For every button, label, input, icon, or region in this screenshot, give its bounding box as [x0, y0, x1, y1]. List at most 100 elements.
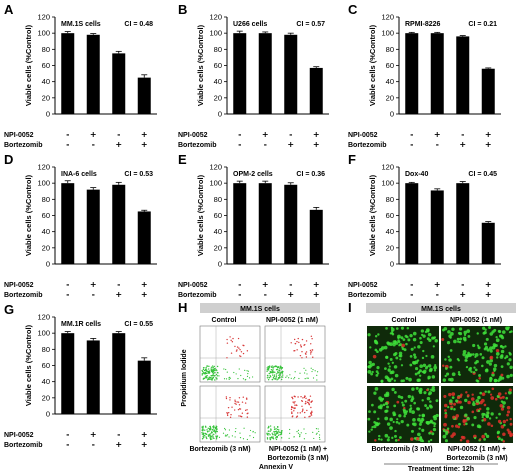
bar-panel-D: D INA-6 cells CI = 0.53 0 20 40 60 80 100 120 Viab… — [4, 152, 157, 299]
dead-cell — [444, 409, 447, 412]
event-dot — [207, 372, 209, 374]
event-dot — [305, 400, 307, 403]
live-cell — [459, 337, 463, 341]
event-dot — [234, 431, 237, 433]
bortezomib-sign: - — [238, 290, 241, 299]
event-dot — [208, 434, 210, 436]
panel-letter: B — [178, 2, 187, 17]
event-dot — [216, 365, 219, 368]
event-dot — [280, 433, 283, 435]
bar — [61, 33, 75, 114]
event-dot — [315, 433, 318, 435]
live-cell — [411, 395, 414, 398]
live-cell — [393, 413, 397, 417]
event-dot — [269, 376, 272, 378]
dead-cell — [502, 440, 505, 443]
live-cell — [394, 434, 397, 438]
event-dot — [202, 430, 204, 432]
live-cell — [380, 438, 383, 441]
live-cell — [420, 329, 425, 333]
event-dot — [289, 428, 291, 431]
event-dot — [227, 406, 230, 409]
live-cell — [415, 366, 419, 371]
y-tick-label: 60 — [386, 61, 394, 70]
row-label-bortezomib: Bortezomib — [178, 142, 217, 149]
event-dot — [226, 412, 228, 414]
live-cell — [383, 393, 388, 398]
event-dot — [210, 378, 213, 381]
event-dot — [271, 378, 273, 381]
live-cell — [368, 410, 371, 413]
row-label-bortezomib: Bortezomib — [348, 292, 387, 299]
live-cell — [399, 358, 402, 361]
npi-sign: + — [90, 430, 97, 439]
dead-cell — [500, 373, 504, 377]
live-cell — [485, 434, 490, 439]
event-dot — [234, 345, 236, 348]
live-cell — [470, 370, 473, 374]
event-dot — [281, 367, 283, 369]
live-cell — [426, 396, 431, 401]
dead-cell — [462, 419, 466, 422]
event-dot — [215, 438, 218, 440]
live-cell — [459, 405, 464, 410]
live-cell — [484, 328, 487, 332]
event-dot — [215, 369, 217, 371]
y-tick-label: 40 — [386, 77, 394, 86]
event-dot — [208, 371, 210, 373]
live-cell — [500, 354, 504, 358]
live-cell — [408, 408, 412, 412]
live-cell — [421, 439, 425, 443]
event-dot — [277, 426, 279, 428]
dead-cell — [372, 354, 377, 359]
ci-label: CI = 0.21 — [468, 21, 497, 28]
event-dot — [210, 375, 212, 377]
dead-cell — [442, 364, 445, 367]
event-dot — [309, 349, 312, 352]
live-cell — [379, 404, 383, 408]
dot-plot — [199, 385, 261, 443]
live-cell — [417, 417, 421, 422]
live-cell — [446, 427, 450, 430]
live-cell — [413, 401, 416, 405]
event-dot — [304, 343, 306, 346]
live-cell — [374, 387, 379, 391]
event-dot — [310, 367, 312, 369]
bottom-label-combo: Bortezomib (3 nM) — [446, 455, 507, 462]
live-cell — [487, 390, 491, 394]
live-cell — [400, 364, 404, 367]
event-dot — [215, 429, 218, 431]
live-cell — [371, 403, 374, 407]
event-dot — [210, 438, 213, 440]
npi-sign: - — [461, 280, 464, 289]
live-cell — [493, 328, 497, 332]
row-label-bortezomib: Bortezomib — [348, 142, 387, 149]
live-cell — [397, 334, 401, 339]
event-dot — [210, 369, 213, 372]
event-dot — [228, 436, 230, 438]
event-dot — [301, 357, 303, 359]
live-cell — [488, 362, 492, 366]
event-dot — [275, 375, 278, 377]
event-dot — [278, 366, 280, 369]
event-dot — [269, 375, 271, 377]
live-cell — [376, 366, 380, 370]
event-dot — [226, 414, 229, 417]
event-dot — [237, 401, 240, 403]
live-cell — [486, 411, 490, 415]
event-dot — [239, 437, 242, 439]
live-cell — [451, 396, 455, 399]
event-dot — [303, 438, 305, 440]
event-dot — [291, 412, 293, 415]
live-cell — [481, 356, 485, 360]
bottom-label-combo: NPI-0052 (1 nM) + — [448, 446, 506, 453]
event-dot — [270, 436, 273, 438]
event-dot — [203, 367, 205, 369]
dead-cell — [462, 435, 466, 440]
event-dot — [252, 436, 255, 439]
live-cell — [384, 409, 388, 413]
event-dot — [304, 378, 306, 380]
live-cell — [431, 421, 435, 425]
live-cell — [375, 370, 379, 373]
